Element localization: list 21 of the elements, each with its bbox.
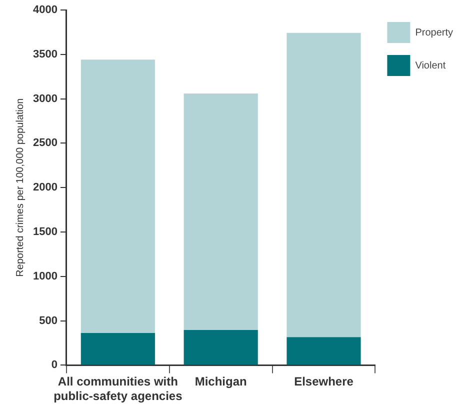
bar bbox=[184, 330, 258, 365]
y-tick-label: 1500 bbox=[32, 226, 58, 238]
y-tick-label: 1000 bbox=[32, 270, 58, 282]
legend-label: Property bbox=[415, 27, 454, 38]
y-tick-label: 2000 bbox=[32, 182, 58, 194]
bar bbox=[184, 94, 258, 330]
y-tick-label: 3000 bbox=[32, 92, 58, 105]
bar bbox=[286, 32, 361, 338]
bar bbox=[80, 60, 155, 333]
bar bbox=[80, 332, 155, 365]
y-tick-label: 3500 bbox=[32, 48, 58, 60]
y-tick-label: 4000 bbox=[32, 4, 58, 16]
legend-label: Violent bbox=[415, 60, 446, 72]
y-tick-label: 500 bbox=[39, 314, 58, 327]
x-tick-label: Michigan bbox=[194, 374, 247, 389]
x-tick-label: Elsewhere bbox=[294, 374, 354, 389]
y-axis-title: Reported crimes per 100,000 population bbox=[14, 98, 26, 277]
x-tick-label: All communities with public-safety agencies bbox=[54, 374, 183, 404]
y-tick-label: 2500 bbox=[32, 137, 58, 150]
y-tick-label: 0 bbox=[51, 359, 58, 372]
bar bbox=[286, 337, 361, 365]
